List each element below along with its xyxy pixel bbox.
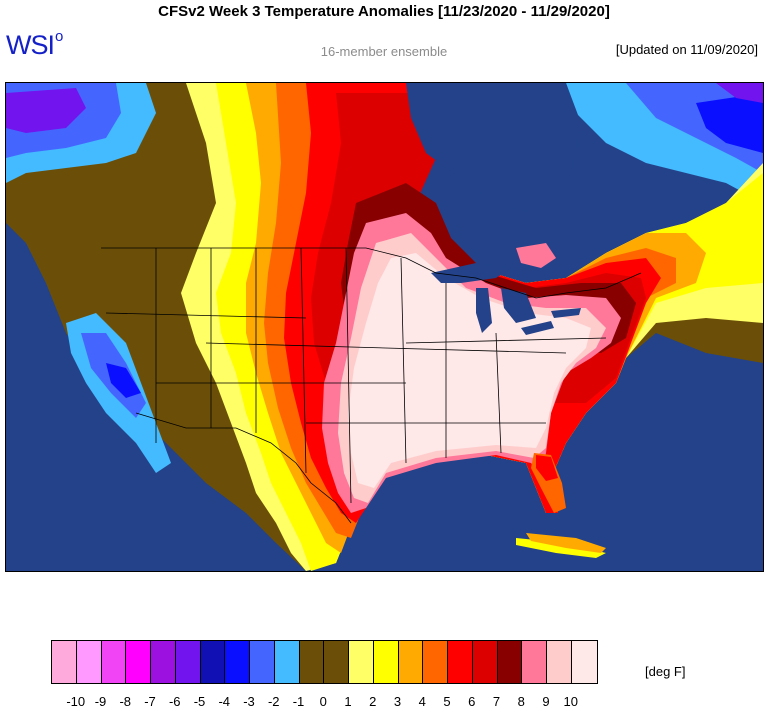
legend-tick-label: -5: [193, 694, 206, 709]
legend-tick-label: -7: [144, 694, 156, 709]
cuba: [526, 533, 606, 553]
updated-date: [Updated on 11/09/2020]: [615, 42, 758, 57]
greenland-cold-core: [696, 93, 763, 153]
legend-tick-label: 0: [319, 694, 327, 709]
legend-ticks: -10 -9 -8 -7 -6 -5 -4 -3 -2 -1 0 1 2 3 4 5 6 7 8 9 10: [0, 694, 768, 712]
legend-tick-label: 4: [418, 694, 426, 709]
logo-text: WSI: [6, 30, 55, 60]
legend-tick-label: 2: [369, 694, 377, 709]
legend-tick-label: 9: [542, 694, 550, 709]
anomaly-map: [5, 82, 764, 572]
logo-mark: o: [55, 28, 63, 45]
legend-tick-label: 10: [563, 694, 578, 709]
hudson-bay: [406, 83, 581, 213]
borders: [101, 247, 642, 524]
legend-swatch: [472, 641, 498, 683]
legend-swatch: [373, 641, 399, 683]
legend-tick-label: -2: [267, 694, 280, 709]
legend-tick-label: 7: [492, 694, 501, 709]
legend-tick-label: -3: [243, 694, 255, 709]
legend-swatch: [423, 641, 448, 683]
legend-swatch: [101, 641, 127, 683]
legend-swatch: [448, 641, 473, 683]
legend-swatch: [225, 641, 250, 683]
legend-swatch: [274, 641, 300, 683]
color-legend: [51, 640, 598, 684]
caribbean-islands: [516, 538, 606, 558]
warm-band-palest: [348, 253, 591, 488]
us-mexico-border: [135, 412, 352, 524]
legend-tick-label: -4: [218, 694, 231, 709]
legend-swatch: [126, 641, 151, 683]
great-lakes-michigan: [476, 288, 492, 333]
legend-tick-label: -6: [168, 694, 181, 709]
legend-tick-label: 8: [517, 694, 525, 709]
chart-title: CFSv2 Week 3 Temperature Anomalies [11/2…: [158, 3, 610, 20]
legend-units: [deg F]: [645, 664, 686, 679]
map-svg: [6, 83, 763, 571]
california-cold: [106, 363, 141, 398]
wsi-logo: WSIo: [6, 28, 63, 61]
legend-tick-label: -1: [292, 694, 305, 709]
legend-swatch: [299, 641, 325, 683]
legend-swatch: [52, 641, 77, 683]
legend-swatch: [398, 641, 424, 683]
legend-tick-label: 3: [393, 694, 402, 709]
legend-swatch: [497, 641, 523, 683]
legend-swatch: [324, 641, 349, 683]
legend-swatch: [571, 641, 597, 683]
legend-swatch: [200, 641, 226, 683]
legend-swatch: [547, 641, 572, 683]
ensemble-subtitle: 16-member ensemble: [320, 44, 448, 59]
alaska-cold: [6, 88, 86, 133]
legend-tick-label: 1: [344, 694, 352, 709]
great-lakes-ontario: [551, 308, 581, 318]
great-lakes-erie: [521, 321, 554, 335]
legend-tick-label: -9: [94, 694, 107, 709]
legend-swatch: [349, 641, 374, 683]
great-lakes-huron: [501, 288, 536, 323]
legend-swatch: [522, 641, 547, 683]
greenland-purple: [716, 83, 763, 103]
legend-swatch: [250, 641, 275, 683]
legend-swatch: [175, 641, 201, 683]
florida-red: [536, 455, 558, 481]
us-canada-border: [101, 247, 642, 299]
legend-tick-label: -10: [66, 694, 86, 709]
legend-tick-label: 6: [468, 694, 476, 709]
state-lines: [105, 247, 607, 504]
legend-swatch: [76, 641, 102, 683]
legend-tick-label: -8: [119, 694, 132, 709]
legend-tick-label: 5: [443, 694, 451, 709]
legend-swatch: [151, 641, 176, 683]
great-lakes-superior: [431, 263, 511, 283]
pink-northern-patch: [516, 243, 556, 268]
